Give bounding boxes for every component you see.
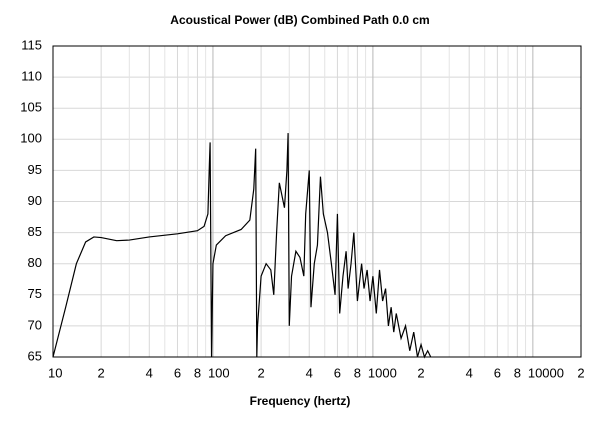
y-tick-label: 80: [28, 255, 42, 270]
x-tick-label: 2: [257, 365, 264, 380]
y-tick-label: 95: [28, 162, 42, 177]
y-tick-label: 115: [21, 37, 42, 52]
chart-title: Acoustical Power (dB) Combined Path 0.0 …: [170, 13, 429, 27]
plot-frame: [52, 45, 582, 358]
x-tick-label: 4: [306, 365, 313, 380]
y-tick-label: 85: [28, 224, 42, 239]
y-tick-label: 100: [20, 131, 42, 146]
x-tick-label: 4: [146, 365, 153, 380]
y-tick-label: 65: [28, 348, 42, 363]
y-tick-label: 105: [20, 100, 42, 115]
x-tick-label: 8: [354, 365, 361, 380]
x-axis-label: Frequency (hertz): [250, 394, 351, 408]
y-tick-label: 75: [28, 286, 42, 301]
x-tick-label: 10000: [528, 365, 564, 380]
x-tick-label: 2: [98, 365, 105, 380]
x-tick-label: 2: [577, 365, 584, 380]
x-tick-label: 10: [48, 365, 62, 380]
y-tick-label: 70: [28, 317, 42, 332]
x-tick-label: 2: [417, 365, 424, 380]
x-tick-label: 6: [334, 365, 341, 380]
x-tick-label: 4: [466, 365, 473, 380]
x-tick-label: 6: [494, 365, 501, 380]
x-tick-label: 8: [514, 365, 521, 380]
x-tick-label: 6: [174, 365, 181, 380]
y-tick-label: 110: [21, 69, 42, 84]
y-tick-label: 90: [28, 193, 42, 208]
x-tick-label: 100: [208, 365, 230, 380]
x-tick-label: 1000: [368, 365, 397, 380]
x-tick-label: 8: [194, 365, 201, 380]
data-line: [52, 133, 432, 359]
